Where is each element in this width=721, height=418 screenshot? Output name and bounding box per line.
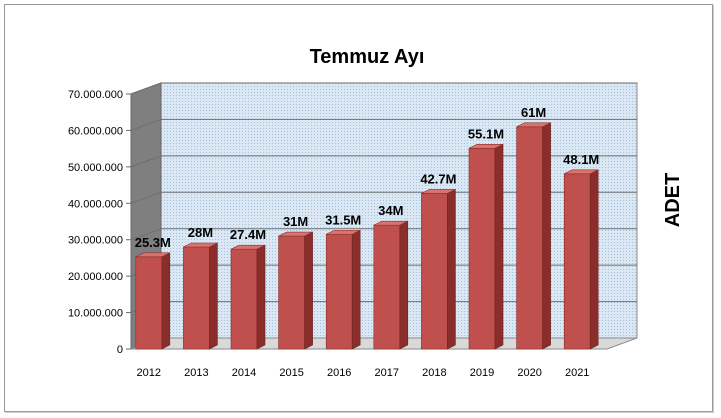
y-tick-label: 0 bbox=[117, 344, 123, 356]
data-label: 31.5M bbox=[325, 212, 361, 227]
data-label: 34M bbox=[378, 203, 403, 218]
x-tick-label: 2014 bbox=[232, 367, 256, 379]
y-tick-label: 50.000.000 bbox=[68, 162, 123, 174]
y-tick-label: 20.000.000 bbox=[68, 271, 123, 283]
bar-top bbox=[183, 242, 218, 248]
bar-side bbox=[256, 244, 266, 350]
bar bbox=[563, 169, 599, 350]
x-tick-label: 2015 bbox=[279, 367, 303, 379]
bar bbox=[373, 220, 409, 350]
chart-title: Temmuz Ayı bbox=[310, 46, 425, 68]
bar-side bbox=[399, 220, 409, 350]
bar-side bbox=[447, 188, 456, 350]
bar-side bbox=[351, 229, 361, 350]
x-tick-label: 2012 bbox=[137, 367, 161, 379]
bar bbox=[135, 252, 171, 350]
data-label: 55.1M bbox=[468, 126, 504, 141]
bar-front bbox=[563, 173, 591, 350]
x-axis-tick-labels: 2012 2013 2014 2015 2016 2017 2018 2019 2020 2021 bbox=[137, 367, 590, 379]
bar-chart: 25.3M 28M 27.4M 31M 31.5M 34M 42.7M 55.1M 61M 48.… bbox=[68, 46, 684, 379]
bar-front bbox=[325, 233, 353, 350]
bar-top bbox=[278, 231, 313, 237]
bar bbox=[183, 242, 218, 350]
bars bbox=[135, 122, 599, 350]
data-label: 28M bbox=[188, 225, 213, 240]
bar-top bbox=[135, 252, 170, 258]
bar-side bbox=[542, 122, 551, 350]
bar-front bbox=[373, 224, 401, 350]
data-label: 31M bbox=[283, 214, 308, 229]
bar-side bbox=[589, 169, 599, 350]
data-label: 25.3M bbox=[135, 235, 171, 250]
y-tick-label: 10.000.000 bbox=[68, 308, 123, 320]
data-label: 42.7M bbox=[420, 171, 456, 186]
data-label: 61M bbox=[521, 105, 546, 120]
bar bbox=[421, 188, 456, 350]
x-tick-label: 2017 bbox=[375, 367, 399, 379]
bar-top bbox=[421, 189, 456, 194]
bar bbox=[230, 244, 266, 350]
bar-top bbox=[326, 229, 361, 235]
x-tick-label: 2019 bbox=[470, 367, 494, 379]
bar-side bbox=[161, 252, 171, 350]
bar-side bbox=[209, 242, 218, 350]
x-tick-label: 2018 bbox=[422, 367, 446, 379]
data-label: 27.4M bbox=[230, 227, 266, 242]
y-tick-label: 40.000.000 bbox=[68, 198, 123, 210]
bar bbox=[468, 143, 504, 350]
bar-front bbox=[468, 147, 496, 350]
bar-top bbox=[564, 169, 599, 175]
x-tick-label: 2021 bbox=[565, 367, 589, 379]
y-axis-title: ADET bbox=[662, 173, 684, 227]
x-tick-label: 2013 bbox=[184, 367, 208, 379]
y-tick-label: 70.000.000 bbox=[68, 89, 123, 101]
bar-side bbox=[494, 143, 504, 350]
bar bbox=[516, 122, 551, 350]
y-axis-tick-labels: 0 10.000.000 20.000.000 30.000.000 40.000.00… bbox=[68, 89, 123, 356]
bar bbox=[278, 231, 313, 350]
y-tick-label: 60.000.000 bbox=[68, 125, 123, 137]
bar-front bbox=[278, 235, 305, 350]
bar-front bbox=[183, 246, 210, 350]
y-tick-label: 30.000.000 bbox=[68, 235, 123, 247]
bar-front bbox=[516, 126, 543, 350]
bar-top bbox=[373, 220, 408, 226]
bar-top bbox=[230, 244, 266, 250]
gridline bbox=[130, 82, 637, 95]
data-labels: 25.3M 28M 27.4M 31M 31.5M 34M 42.7M 55.1M 61M 48.… bbox=[135, 105, 600, 250]
x-tick-label: 2020 bbox=[517, 367, 541, 379]
chart-area: 25.3M 28M 27.4M 31M 31.5M 34M 42.7M 55.1M 61M 48.… bbox=[4, 4, 713, 412]
bar-front bbox=[230, 248, 258, 350]
data-label: 48.1M bbox=[563, 152, 599, 167]
bar-top bbox=[468, 143, 504, 149]
gridline bbox=[130, 118, 637, 131]
bar-front bbox=[421, 193, 448, 350]
x-tick-label: 2016 bbox=[327, 367, 351, 379]
bar-top bbox=[516, 122, 551, 128]
bar bbox=[325, 229, 361, 350]
bar-side bbox=[304, 231, 313, 350]
bar-front bbox=[135, 256, 163, 350]
